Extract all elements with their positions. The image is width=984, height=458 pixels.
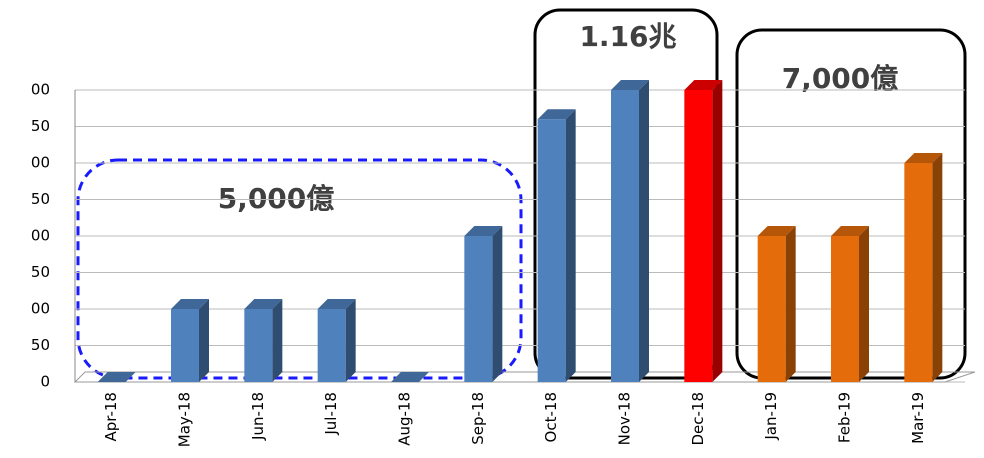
bar-side <box>272 299 283 382</box>
y-tick-label: 50 <box>31 190 50 208</box>
bar-top <box>464 226 503 236</box>
bar-top <box>831 226 869 236</box>
y-tick-label: 00 <box>31 300 50 318</box>
bar-top <box>537 109 576 120</box>
bar-side <box>859 226 869 382</box>
x-tick-label: May-18 <box>176 392 194 447</box>
bar <box>611 90 639 382</box>
x-tick-label: Apr-18 <box>102 392 120 442</box>
bar-top <box>171 299 209 309</box>
y-tick-label: 00 <box>31 227 50 245</box>
x-tick-label: Aug-18 <box>396 392 414 446</box>
y-tick-label: 50 <box>31 336 50 354</box>
bar-side <box>199 299 209 382</box>
x-tick-label: Feb-19 <box>836 392 854 443</box>
y-tick-label: 00 <box>31 154 50 172</box>
bar <box>317 309 346 382</box>
bar <box>464 236 493 382</box>
y-tick-label: 50 <box>31 117 50 135</box>
y-tick-label: 00 <box>31 81 50 99</box>
x-tick-label: Nov-18 <box>616 392 634 445</box>
annotation: 1.16兆 <box>579 20 676 53</box>
bar-side <box>712 80 723 382</box>
bar-side <box>785 226 796 382</box>
bar-top <box>391 372 429 382</box>
bar-side <box>639 80 649 382</box>
bar <box>757 236 786 382</box>
bar-top <box>317 299 356 309</box>
annotation: 5,000億 <box>218 182 335 215</box>
bar <box>684 90 713 382</box>
bar <box>831 236 859 382</box>
bar <box>904 163 933 382</box>
bar-top <box>97 372 136 382</box>
bar-side <box>932 153 943 382</box>
x-tick-label: Jun-18 <box>249 392 267 441</box>
bar-side <box>345 299 356 382</box>
bar <box>171 309 199 382</box>
y-tick-label: 50 <box>31 263 50 281</box>
bar-side <box>492 226 503 382</box>
floor <box>73 371 976 383</box>
bar-top <box>904 153 943 163</box>
x-tick-label: Mar-19 <box>909 392 927 444</box>
bar-top <box>244 299 283 309</box>
bar <box>537 119 566 382</box>
x-tick-label: Dec-18 <box>689 392 707 446</box>
bar-top <box>684 80 723 90</box>
group-box <box>76 158 523 380</box>
x-tick-label: Oct-18 <box>542 392 560 442</box>
x-tick-label: Jul-18 <box>322 392 340 436</box>
bar-top <box>757 226 796 236</box>
y-tick-label: 0 <box>40 373 50 391</box>
x-tick-label: Sep-18 <box>469 392 487 445</box>
x-tick-label: Jan-19 <box>762 392 780 441</box>
bar <box>244 309 273 382</box>
bar-top <box>611 80 649 90</box>
bar-side <box>565 109 576 382</box>
